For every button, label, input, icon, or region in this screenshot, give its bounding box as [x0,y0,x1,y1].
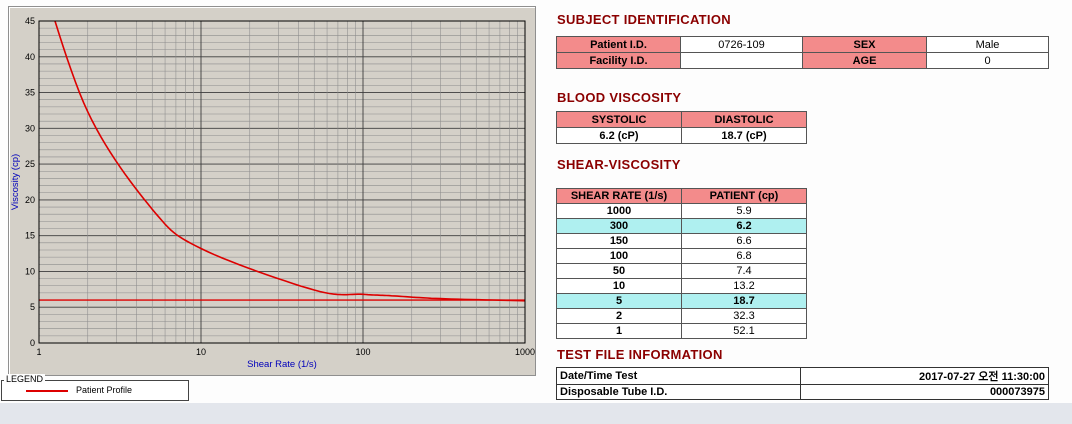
window-footer-strip [0,403,1072,424]
shear-rate-cell: 1 [556,323,682,339]
diastolic-header: DIASTOLIC [681,111,807,128]
svg-text:40: 40 [25,52,35,62]
viscosity-chart-panel: 0 5 10 15 20 25 30 35 40 45 1 10 100 1000 Shear Rate (… [8,6,536,376]
shear-viscosity-table: SHEAR RATE (1/s) PATIENT (cp) 1000 5.9 300… [556,188,807,339]
axis-tick-labels: 0 5 10 15 20 25 30 35 40 45 1 10 100 1000 [25,16,535,357]
table-row: 6.2 (cP) 18.7 (cP) [556,127,807,144]
table-row: Facility I.D. AGE 0 [556,52,1049,69]
x-axis-label: Shear Rate (1/s) [247,359,317,370]
shear-rate-cell: 50 [556,263,682,279]
shear-rate-cell: 100 [556,248,682,264]
test-file-information-table: Date/Time Test 2017-07-27 오전 11:30:00 Di… [556,367,1049,400]
table-row: Patient I.D. 0726-109 SEX Male [556,36,1049,53]
disposable-tube-id-value: 000073975 [800,384,1049,400]
shear-table-row: 10 13.2 [556,278,807,294]
date-time-test-value: 2017-07-27 오전 11:30:00 [800,367,1049,385]
svg-text:100: 100 [355,347,370,357]
systolic-value: 6.2 (cP) [556,127,682,144]
patient-cp-cell: 7.4 [681,263,807,279]
legend-title: LEGEND [4,374,46,384]
section-blood-viscosity: BLOOD VISCOSITY [557,90,682,105]
shear-rate-cell: 10 [556,278,682,294]
shear-table-row: 5 18.7 [556,293,807,309]
svg-text:5: 5 [30,302,35,312]
shear-table-row: 2 32.3 [556,308,807,324]
shear-rate-cell: 1000 [556,203,682,219]
patient-cp-cell: 5.9 [681,203,807,219]
shear-table-row: 100 6.8 [556,248,807,264]
svg-text:10: 10 [196,347,206,357]
legend-entry-label: Patient Profile [76,385,133,395]
sex-value: Male [926,36,1049,53]
table-row: Date/Time Test 2017-07-27 오전 11:30:00 [556,367,1049,385]
shear-table-row: 300 6.2 [556,218,807,234]
patient-cp-cell: 52.1 [681,323,807,339]
section-subject-identification: SUBJECT IDENTIFICATION [557,12,731,27]
patient-cp-cell: 6.2 [681,218,807,234]
svg-text:25: 25 [25,159,35,169]
viscosity-chart: 0 5 10 15 20 25 30 35 40 45 1 10 100 1000 Shear Rate (… [10,16,535,370]
shear-rate-cell: 300 [556,218,682,234]
table-row: SYSTOLIC DIASTOLIC [556,111,807,128]
section-shear-viscosity: SHEAR-VISCOSITY [557,157,681,172]
patient-cp-cell: 13.2 [681,278,807,294]
section-test-file-information: TEST FILE INFORMATION [557,347,723,362]
shear-rate-cell: 5 [556,293,682,309]
svg-text:1000: 1000 [515,347,535,357]
y-axis-label: Viscosity (cp) [10,154,21,210]
shear-table-row: 50 7.4 [556,263,807,279]
patient-cp-cell: 6.6 [681,233,807,249]
age-label: AGE [802,52,927,69]
blood-viscosity-table: SYSTOLIC DIASTOLIC 6.2 (cP) 18.7 (cP) [556,111,807,144]
shear-table-body: 1000 5.9 300 6.2 150 6.6 100 6.8 50 7.4 10 13.2 5 18.… [556,203,807,339]
shear-rate-cell: 2 [556,308,682,324]
table-row: Disposable Tube I.D. 000073975 [556,384,1049,400]
disposable-tube-id-label: Disposable Tube I.D. [556,384,801,400]
svg-text:10: 10 [25,266,35,276]
facility-id-value [680,52,803,69]
svg-text:35: 35 [25,88,35,98]
shear-table-row: 1000 5.9 [556,203,807,219]
patient-cp-cell: 18.7 [681,293,807,309]
shear-table-row: 1 52.1 [556,323,807,339]
age-value: 0 [926,52,1049,69]
patient-profile-curve [54,21,525,302]
shear-table-row: 150 6.6 [556,233,807,249]
patient-cp-cell: 32.3 [681,308,807,324]
patient-id-label: Patient I.D. [556,36,681,53]
patient-cp-header: PATIENT (cp) [681,188,807,204]
chart-legend: LEGEND Patient Profile [1,374,189,401]
sex-label: SEX [802,36,927,53]
svg-text:20: 20 [25,195,35,205]
table-row: SHEAR RATE (1/s) PATIENT (cp) [556,188,807,204]
chart-grid [38,20,526,344]
systolic-header: SYSTOLIC [556,111,682,128]
patient-cp-cell: 6.8 [681,248,807,264]
svg-text:0: 0 [30,338,35,348]
svg-text:1: 1 [36,347,41,357]
subject-identification-table: Patient I.D. 0726-109 SEX Male Facility … [556,36,1049,69]
diastolic-value: 18.7 (cP) [681,127,807,144]
svg-text:45: 45 [25,16,35,26]
svg-text:15: 15 [25,231,35,241]
legend-line-sample [26,390,68,392]
date-time-test-label: Date/Time Test [556,367,801,385]
svg-text:30: 30 [25,123,35,133]
plot-border [38,20,526,344]
patient-id-value: 0726-109 [680,36,803,53]
shear-rate-header: SHEAR RATE (1/s) [556,188,682,204]
shear-rate-cell: 150 [556,233,682,249]
facility-id-label: Facility I.D. [556,52,681,69]
